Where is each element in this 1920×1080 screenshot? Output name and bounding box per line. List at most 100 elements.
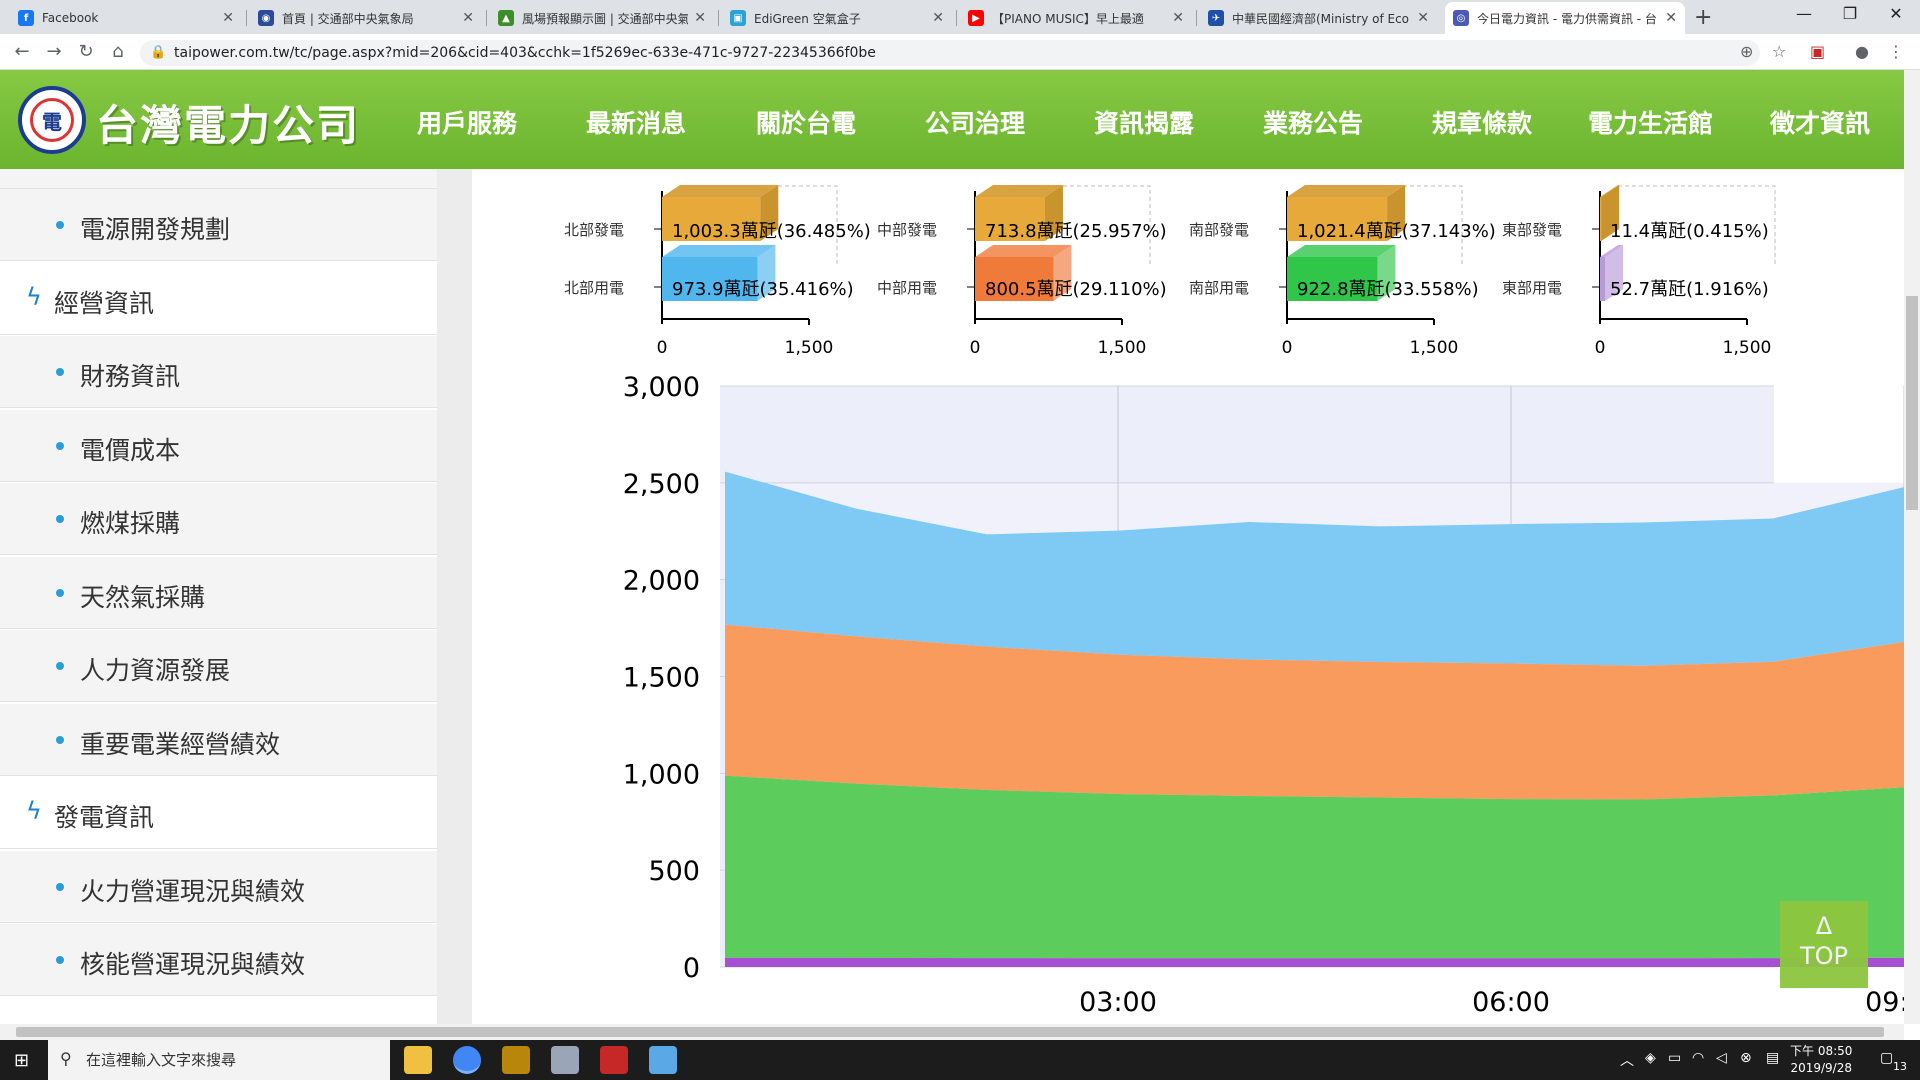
nav-item[interactable]: 業務公告 xyxy=(1263,109,1364,138)
nav-item[interactable]: 關於台電 xyxy=(756,109,857,138)
gen-bar-side xyxy=(760,185,779,241)
y-tick-label: 2,500 xyxy=(623,469,700,500)
browser-tab[interactable]: ✈ 中華民國經濟部(Ministry of Eco ✕ xyxy=(1200,2,1437,34)
tray-wifi-icon[interactable]: ◠ xyxy=(1692,1050,1705,1066)
file-explorer-icon[interactable] xyxy=(404,1046,432,1074)
nav-item[interactable]: 徵才資訊 xyxy=(1770,109,1871,138)
close-window-button[interactable]: ✕ xyxy=(1889,4,1903,23)
region-use-label: 北部用電 xyxy=(564,279,624,297)
bullet-icon xyxy=(56,956,64,964)
tab-favicon-icon: ▲ xyxy=(498,10,514,26)
sidebar-item[interactable]: 人力資源發展 xyxy=(0,630,437,702)
nav-item[interactable]: 用戶服務 xyxy=(417,109,518,138)
tab-separator xyxy=(486,10,487,26)
horizontal-scroll-thumb[interactable] xyxy=(16,1027,1884,1037)
sidebar-category[interactable]: ϟ 發電資訊 xyxy=(0,777,437,849)
browser-tab[interactable]: ▣ EdiGreen 空氣盒子 ✕ xyxy=(722,2,952,34)
site-logo-text[interactable]: 台灣電力公司 xyxy=(96,101,361,150)
notification-count: 13 xyxy=(1893,1060,1907,1073)
taskbar-search-input[interactable]: 在這裡輸入文字來搜尋 xyxy=(48,1040,390,1080)
x-tick-label: 1,500 xyxy=(785,338,834,358)
tray-security-icon[interactable]: ◈ xyxy=(1645,1050,1656,1066)
nav-item[interactable]: 規章條款 xyxy=(1432,109,1533,138)
region-gen-label: 北部發電 xyxy=(564,221,624,239)
site-header: 電 台灣電力公司 用戶服務 最新消息 關於台電 公司治理 資訊揭露 業務公告 規章條款 電力生… xyxy=(0,70,1904,169)
region-gen-value: 1,021.4萬瓩(37.143%) xyxy=(1297,221,1496,242)
sidebar-item[interactable]: 核能營運現況與績效 xyxy=(0,924,437,996)
tab-close-icon[interactable]: ✕ xyxy=(222,10,234,26)
tray-network-icon[interactable]: ⊗ xyxy=(1740,1050,1752,1066)
windows-start-icon[interactable]: ⊞ xyxy=(14,1050,30,1071)
tab-close-icon[interactable]: ✕ xyxy=(462,10,474,26)
sidebar-item[interactable]: 電價成本 xyxy=(0,409,437,482)
back-to-top-button[interactable]: Δ TOP xyxy=(1780,901,1868,988)
region-use-value: 800.5萬瓩(29.110%) xyxy=(985,279,1167,300)
notification-center-icon[interactable]: ▢ xyxy=(1880,1050,1894,1066)
tab-close-icon[interactable]: ✕ xyxy=(694,10,706,26)
region-gen-label: 南部發電 xyxy=(1189,221,1249,239)
sidebar-item[interactable]: 燃煤採購 xyxy=(0,483,437,555)
nav-item[interactable]: 資訊揭露 xyxy=(1094,109,1195,138)
reload-icon[interactable]: ↻ xyxy=(78,41,94,62)
tray-battery-icon[interactable]: ▭ xyxy=(1668,1050,1682,1066)
tray-volume-icon[interactable]: ◁ xyxy=(1716,1050,1727,1066)
use-bar xyxy=(1600,257,1606,301)
nav-item[interactable]: 最新消息 xyxy=(586,109,687,138)
browser-tab[interactable]: f Facebook ✕ xyxy=(10,2,242,34)
nav-item[interactable]: 電力生活館 xyxy=(1588,109,1714,138)
gen-bar xyxy=(662,197,761,241)
sidebar-item[interactable]: 財務資訊 xyxy=(0,336,437,408)
home-icon[interactable]: ⌂ xyxy=(112,41,124,62)
sidebar-item[interactable]: 重要電業經營績效 xyxy=(0,703,437,776)
use-bar xyxy=(662,257,758,301)
sidebar-item[interactable]: 火力營運現況與績效 xyxy=(0,850,437,923)
area-series xyxy=(725,775,1904,959)
app-icon-5[interactable] xyxy=(600,1046,628,1074)
region-use-value: 973.9萬瓩(35.416%) xyxy=(672,279,854,300)
vertical-scroll-thumb[interactable] xyxy=(1906,296,1918,510)
sidebar-item[interactable]: 天然氣採購 xyxy=(0,556,437,629)
new-tab-button[interactable]: + xyxy=(1694,5,1713,30)
tray-chevron-icon[interactable]: ︿ xyxy=(1620,1053,1634,1069)
app-icon-3[interactable] xyxy=(502,1046,530,1074)
menu-icon[interactable]: ⋮ xyxy=(1888,42,1904,61)
url-field[interactable]: taipower.com.tw/tc/page.aspx?mid=206&cid… xyxy=(140,40,1760,66)
clock-date: 2019/9/28 xyxy=(1790,1061,1852,1075)
lightning-icon: ϟ xyxy=(26,797,42,825)
tray-input-icon[interactable]: ▤ xyxy=(1766,1050,1780,1066)
sidebar-category[interactable]: ϟ 經營資訊 xyxy=(0,262,437,335)
browser-tab[interactable]: ▶ 【PIANO MUSIC】早上最適 ✕ xyxy=(960,2,1192,34)
taipower-logo-icon[interactable]: 電 xyxy=(18,86,86,154)
nav-item[interactable]: 公司治理 xyxy=(925,109,1026,138)
bullet-icon xyxy=(56,368,64,376)
sidebar-gutter xyxy=(437,169,472,1024)
forward-icon[interactable]: → xyxy=(46,41,62,62)
tab-close-icon[interactable]: ✕ xyxy=(1665,10,1677,26)
tab-close-icon[interactable]: ✕ xyxy=(932,10,944,26)
browser-tab[interactable]: ▲ 風場預報顯示圖 | 交通部中央氣象 ✕ xyxy=(490,2,714,34)
profile-icon[interactable]: ● xyxy=(1855,42,1869,61)
minimize-button[interactable]: — xyxy=(1796,4,1812,23)
bookmark-star-icon[interactable]: ☆ xyxy=(1772,42,1787,61)
taskbar-clock[interactable]: 下午 08:50 2019/9/28 xyxy=(1790,1043,1852,1077)
gen-bar-side xyxy=(1387,185,1406,241)
sidebar-item-label: 火力營運現況與績效 xyxy=(80,876,306,906)
browser-tab[interactable]: ◉ 首頁 | 交通部中央氣象局 ✕ xyxy=(250,2,482,34)
tab-close-icon[interactable]: ✕ xyxy=(1417,10,1429,26)
zoom-icon[interactable]: ⊕ xyxy=(1740,42,1754,61)
chrome-icon[interactable] xyxy=(453,1046,481,1074)
browser-tab[interactable]: ◎ 今日電力資訊 - 電力供需資訊 - 台 ✕ xyxy=(1445,2,1685,34)
app-icon-4[interactable] xyxy=(551,1046,579,1074)
tab-close-icon[interactable]: ✕ xyxy=(1172,10,1184,26)
vertical-scrollbar[interactable] xyxy=(1904,70,1920,1024)
sidebar: 電源開發規劃 ϟ 經營資訊 財務資訊 電價成本 燃煤採購 天然氣採購 人力資源發展 重要電業經營… xyxy=(0,169,437,1024)
sidebar-item[interactable]: 電源開發規劃 xyxy=(0,189,437,261)
restore-button[interactable]: ❐ xyxy=(1842,4,1858,23)
tab-favicon-icon: f xyxy=(18,10,34,26)
extension-icon[interactable]: ▣ xyxy=(1810,42,1826,61)
back-icon[interactable]: ← xyxy=(14,41,30,62)
app-icon-6[interactable] xyxy=(649,1046,677,1074)
lock-icon[interactable]: 🔒 xyxy=(150,45,167,60)
use-bar-side xyxy=(1605,245,1624,301)
